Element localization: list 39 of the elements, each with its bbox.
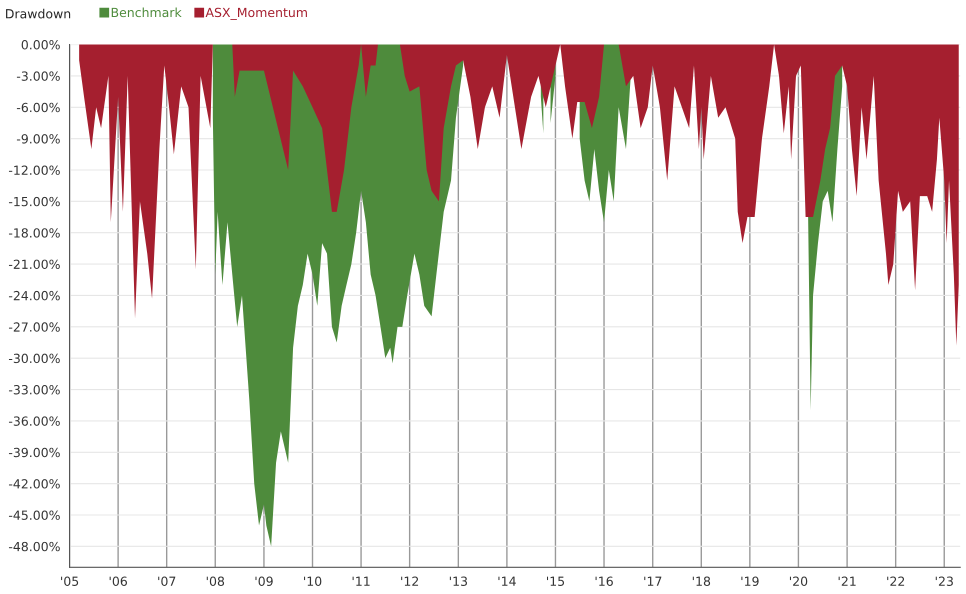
x-tick-label: '17 bbox=[644, 576, 662, 586]
x-tick-label: '18 bbox=[692, 576, 710, 586]
y-tick-label: -33.00% bbox=[8, 385, 60, 394]
y-tick-label: -39.00% bbox=[8, 448, 60, 458]
x-tick-label: '08 bbox=[206, 576, 224, 586]
y-tick-label: -3.00% bbox=[16, 71, 60, 81]
x-tick-label: '16 bbox=[596, 576, 613, 586]
x-tick-label: '12 bbox=[401, 576, 418, 586]
x-tick-label: '19 bbox=[741, 576, 759, 586]
x-tick-label: '06 bbox=[110, 576, 127, 586]
y-tick-label: 0.00% bbox=[22, 40, 60, 50]
y-tick-label: -12.00% bbox=[8, 165, 60, 175]
x-tick-label: '14 bbox=[498, 576, 516, 586]
x-tick-label: '23 bbox=[936, 576, 953, 586]
y-tick-label: -27.00% bbox=[8, 322, 60, 332]
y-tick-label: -45.00% bbox=[8, 510, 60, 520]
y-tick-label: -9.00% bbox=[16, 134, 60, 144]
legend-label: ASX_Momentum bbox=[206, 8, 307, 20]
y-tick-label: -24.00% bbox=[8, 290, 60, 300]
legend-label: Benchmark bbox=[112, 8, 182, 18]
y-tick-label: -42.00% bbox=[8, 479, 60, 489]
x-tick-label: '20 bbox=[790, 576, 808, 586]
y-tick-label: -15.00% bbox=[8, 196, 60, 206]
x-tick-label: '22 bbox=[887, 576, 904, 586]
y-tick-label: -18.00% bbox=[8, 228, 60, 238]
y-tick-label: -6.00% bbox=[16, 102, 60, 112]
x-tick-label: '15 bbox=[546, 576, 564, 586]
x-tick-label: '07 bbox=[158, 576, 176, 586]
x-tick-label: '10 bbox=[304, 576, 322, 586]
x-tick-label: '09 bbox=[255, 576, 273, 586]
x-tick-label: '05 bbox=[61, 576, 78, 586]
x-tick-label: '21 bbox=[838, 576, 856, 586]
y-tick-label: -30.00% bbox=[8, 354, 60, 364]
x-tick-label: '11 bbox=[352, 576, 370, 586]
y-tick-label: -21.00% bbox=[8, 260, 60, 270]
y-tick-label: -48.00% bbox=[8, 542, 60, 552]
y-tick-label: -36.00% bbox=[8, 416, 60, 426]
legend-title: Drawdown bbox=[6, 8, 70, 18]
x-tick-label: '13 bbox=[450, 576, 467, 586]
